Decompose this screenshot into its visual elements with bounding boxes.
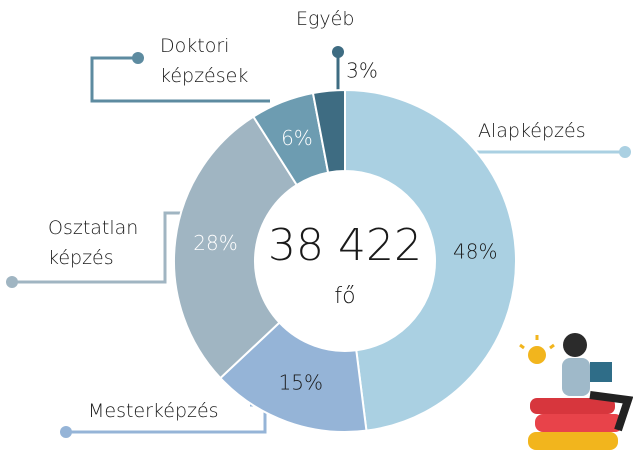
category-label: Osztatlan képzés [48,217,139,269]
category-label: Doktori képzések [160,35,249,87]
center-total: 38 422 [268,220,422,271]
leader-lines [6,46,631,438]
slices [173,88,518,433]
value-label: 3% [346,59,378,83]
category-label: Egyéb [296,8,355,30]
category-label: Alapképzés [478,120,586,142]
value-label: 6% [281,126,313,150]
category-label: Mesterképzés [88,400,219,422]
center-unit: fő [334,284,355,309]
value-label: 28% [193,231,237,255]
value-label: 15% [279,370,323,394]
illustration [519,333,633,450]
slice [173,115,299,380]
value-label: 48% [453,239,497,263]
slice [311,88,346,174]
slice [344,88,518,432]
